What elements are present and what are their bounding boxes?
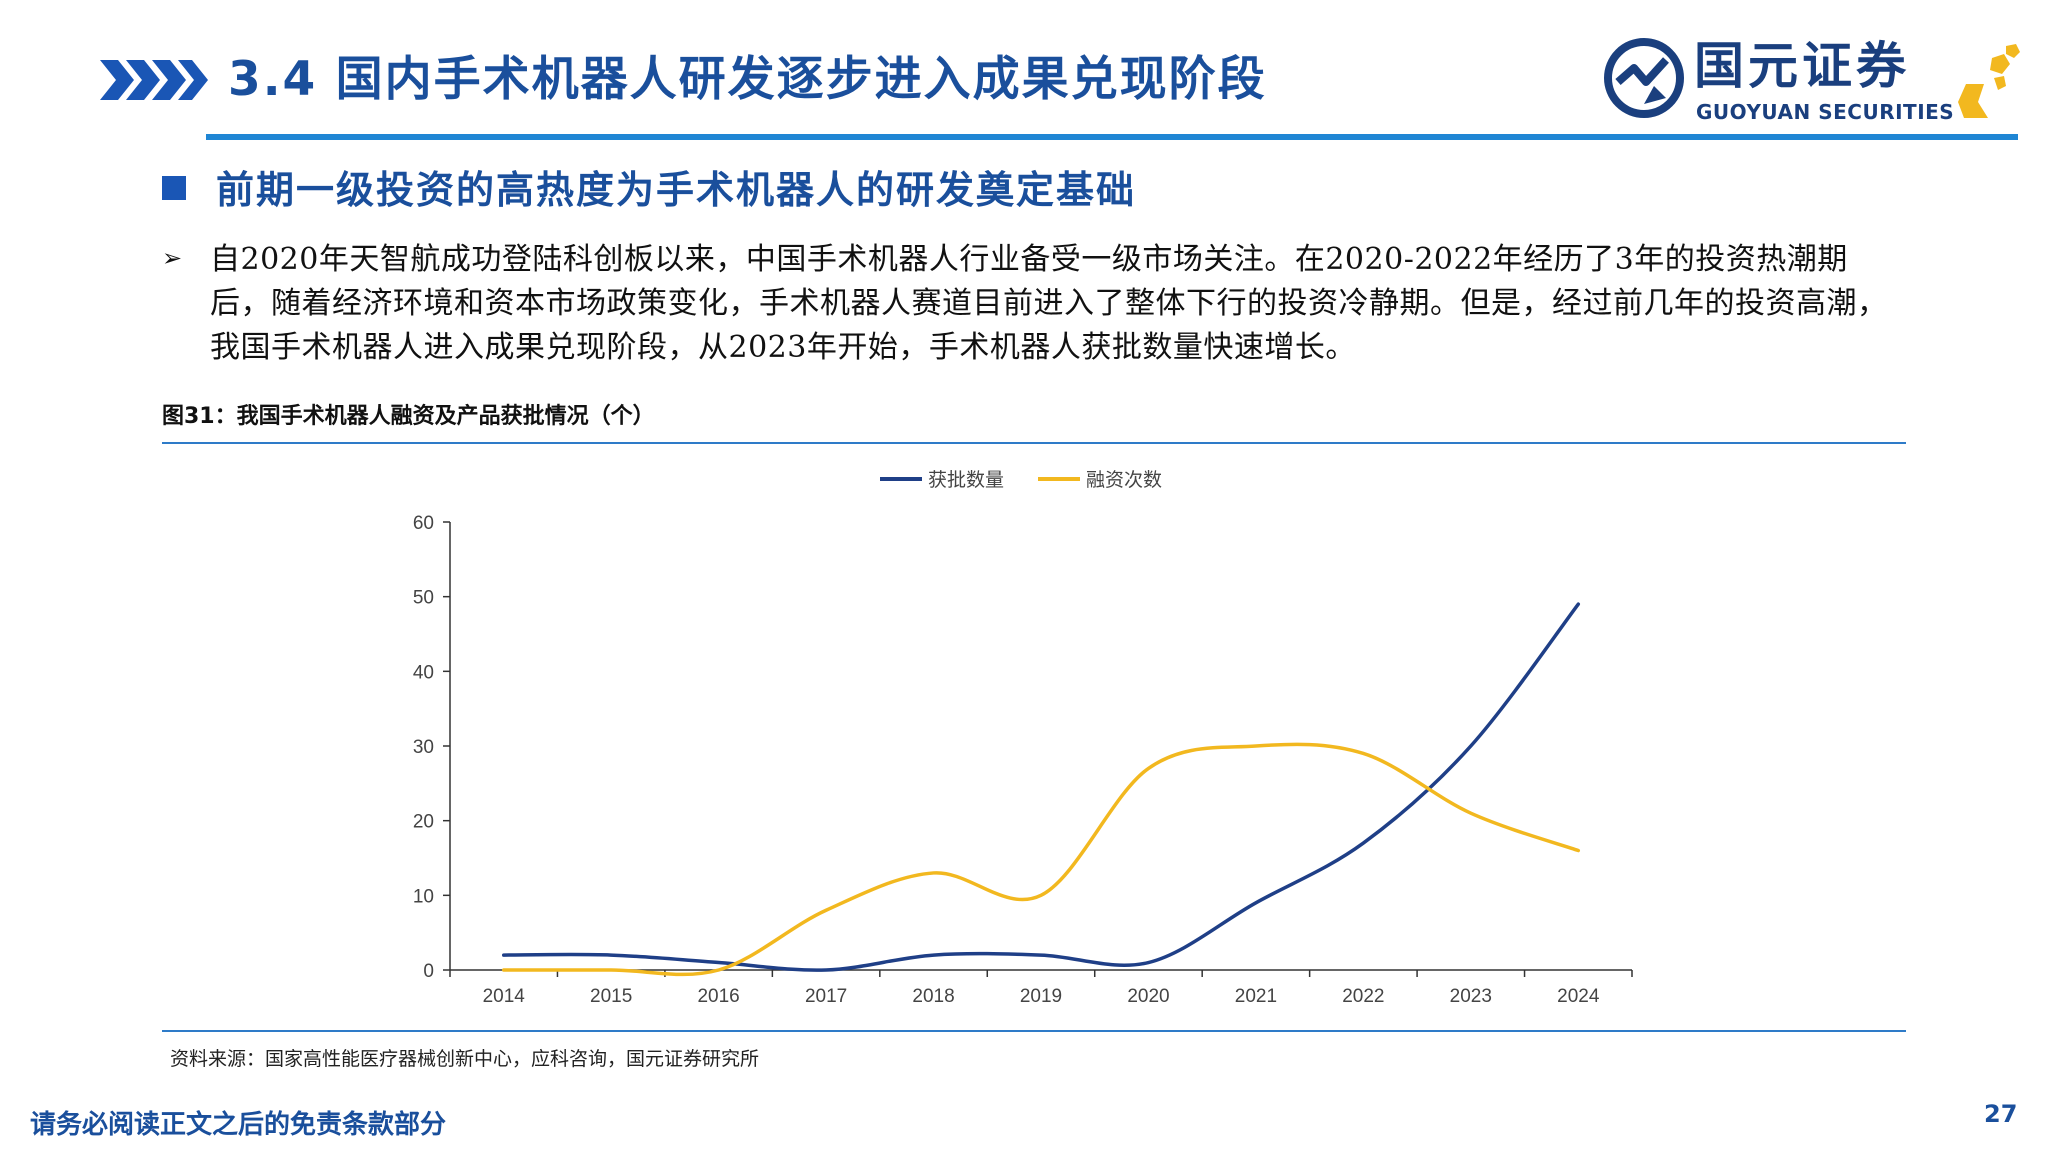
legend-label-financing: 融资次数 (1086, 469, 1162, 491)
arrow-bullet-icon: ➢ (162, 244, 183, 272)
x-tick-label: 2017 (805, 986, 847, 1007)
slide-title: 3.4 国内手术机器人研发逐步进入成果兑现阶段 (228, 52, 1267, 107)
footer-disclaimer: 请务必阅读正文之后的免责条款部分 (30, 1110, 447, 1140)
section-heading: 前期一级投资的高热度为手术机器人的研发奠定基础 (216, 168, 1137, 212)
figure-top-rule (162, 442, 1906, 444)
figure-label: 图31：我国手术机器人融资及产品获批情况（个） (162, 404, 655, 429)
x-tick-label: 2018 (912, 986, 954, 1007)
y-tick-label: 0 (423, 961, 434, 982)
x-tick-label: 2019 (1020, 986, 1062, 1007)
logo-chinese-name: 国元证券 (1694, 37, 1910, 95)
section-square-bullet (162, 176, 186, 200)
x-tick-label: 2016 (697, 986, 739, 1007)
y-tick-label: 40 (413, 662, 434, 683)
x-tick-label: 2020 (1127, 986, 1169, 1007)
figure-bottom-rule (162, 1030, 1906, 1032)
logo-english-name: GUOYUAN SECURITIES (1696, 100, 1955, 124)
x-tick-label: 2023 (1450, 986, 1492, 1007)
y-tick-label: 10 (413, 886, 434, 907)
chart-series (501, 602, 1581, 977)
series-line-approvals (501, 602, 1581, 972)
chevron-arrows-icon (100, 60, 208, 100)
line-chart: 获批数量 融资次数 0 10 20 30 40 50 60 2014 2015 2016 2017 2… (413, 469, 1633, 1007)
chart-axes: 0 10 20 30 40 50 60 2014 2015 2016 2017 2018 2019 202… (413, 513, 1633, 1007)
x-tick-label: 2024 (1557, 986, 1600, 1007)
legend-label-approvals: 获批数量 (928, 469, 1004, 491)
y-tick-label: 50 (413, 588, 434, 609)
page-number: 27 (1984, 1100, 2018, 1128)
y-tick-label: 20 (413, 812, 434, 833)
gold-stars-icon (1958, 44, 2020, 118)
chart-legend: 获批数量 融资次数 (880, 469, 1162, 491)
y-tick-label: 60 (413, 513, 434, 534)
series-line-financing (501, 742, 1581, 977)
x-tick-label: 2021 (1235, 986, 1277, 1007)
y-tick-label: 30 (413, 737, 434, 758)
guoyuan-logo-icon (1604, 38, 1684, 118)
body-paragraph: 自2020年天智航成功登陆科创板以来，中国手术机器人行业备受一级市场关注。在20… (210, 242, 1888, 365)
x-tick-label: 2014 (483, 986, 526, 1007)
figure-source: 资料来源：国家高性能医疗器械创新中心，应科咨询，国元证券研究所 (170, 1048, 760, 1070)
header-divider (206, 134, 2018, 140)
x-tick-label: 2022 (1342, 986, 1384, 1007)
x-tick-label: 2015 (590, 986, 632, 1007)
